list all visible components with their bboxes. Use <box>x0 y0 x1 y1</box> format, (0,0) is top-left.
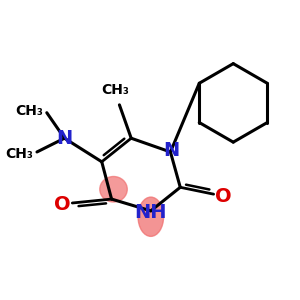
Text: CH₃: CH₃ <box>15 104 43 118</box>
Text: CH₃: CH₃ <box>101 83 129 97</box>
Text: CH₃: CH₃ <box>5 147 33 161</box>
Ellipse shape <box>138 197 164 236</box>
Ellipse shape <box>100 176 127 202</box>
Text: O: O <box>54 196 71 214</box>
Text: O: O <box>215 187 232 206</box>
Text: NH: NH <box>135 203 167 222</box>
Text: N: N <box>163 140 180 160</box>
Text: N: N <box>56 129 73 148</box>
